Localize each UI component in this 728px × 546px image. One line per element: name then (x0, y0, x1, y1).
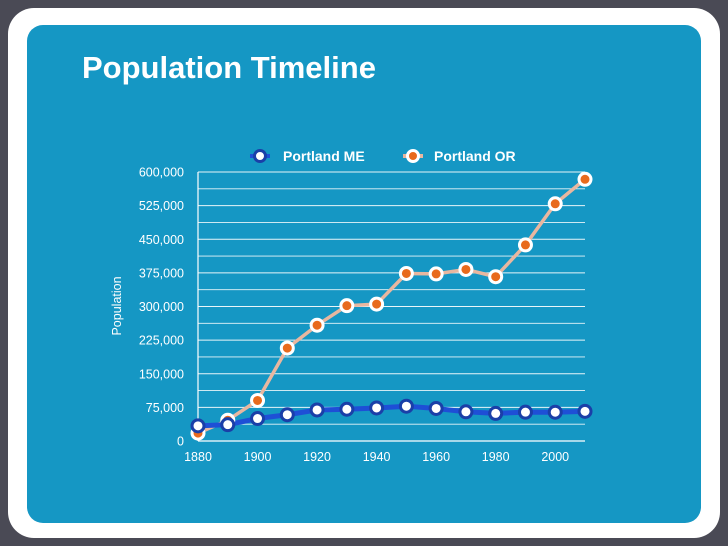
y-tick-label: 0 (177, 435, 184, 449)
x-tick-label: 1980 (482, 450, 510, 464)
x-tick-label: 1920 (303, 450, 331, 464)
data-point-portland-me (309, 402, 325, 418)
y-tick-label: 150,000 (139, 367, 184, 381)
slide (27, 25, 701, 523)
y-tick-label: 75,000 (146, 401, 184, 415)
y-tick-label: 225,000 (139, 334, 184, 348)
data-point-portland-or (458, 261, 474, 277)
data-point-portland-or (398, 265, 414, 281)
x-axis: 1880 1900 1920 1940 1960 1980 2000 (184, 450, 569, 464)
y-tick-label: 600,000 (139, 166, 184, 180)
data-point-portland-me (428, 400, 444, 416)
data-point-portland-me (488, 405, 504, 421)
y-axis: 0 75,000 150,000 225,000 300,000 375,000 450,0… (139, 166, 184, 449)
data-point-portland-or (339, 298, 355, 314)
legend-swatch-marker (253, 149, 267, 163)
data-point-portland-or (309, 317, 325, 333)
legend: Portland ME Portland OR (250, 148, 516, 164)
data-point-portland-or (250, 392, 266, 408)
data-point-portland-me (577, 403, 593, 419)
data-point-portland-me (517, 404, 533, 420)
y-tick-label: 450,000 (139, 233, 184, 247)
y-tick-label: 375,000 (139, 266, 184, 280)
data-point-portland-me (190, 418, 206, 434)
data-point-portland-me (458, 404, 474, 420)
data-point-portland-me (339, 401, 355, 417)
data-point-portland-or (369, 296, 385, 312)
data-point-portland-or (428, 266, 444, 282)
series-markers (190, 171, 593, 441)
data-point-portland-me (250, 411, 266, 427)
data-point-portland-or (547, 196, 563, 212)
data-point-portland-me (279, 407, 295, 423)
legend-label: Portland OR (434, 148, 516, 164)
data-point-portland-or (488, 269, 504, 285)
slide-title: Population Timeline (82, 50, 376, 85)
x-tick-label: 1880 (184, 450, 212, 464)
legend-label: Portland ME (283, 148, 365, 164)
data-point-portland-or (279, 340, 295, 356)
y-tick-label: 525,000 (139, 199, 184, 213)
x-tick-label: 1900 (244, 450, 272, 464)
data-point-portland-me (369, 400, 385, 416)
data-point-portland-me (547, 404, 563, 420)
data-point-portland-me (398, 398, 414, 414)
data-point-portland-or (577, 171, 593, 187)
x-tick-label: 2000 (541, 450, 569, 464)
data-point-portland-or (517, 237, 533, 253)
y-tick-label: 300,000 (139, 300, 184, 314)
x-tick-label: 1960 (422, 450, 450, 464)
data-point-portland-me (220, 417, 236, 433)
x-tick-label: 1940 (363, 450, 391, 464)
legend-swatch-marker (406, 149, 420, 163)
y-axis-title: Population (110, 276, 124, 335)
